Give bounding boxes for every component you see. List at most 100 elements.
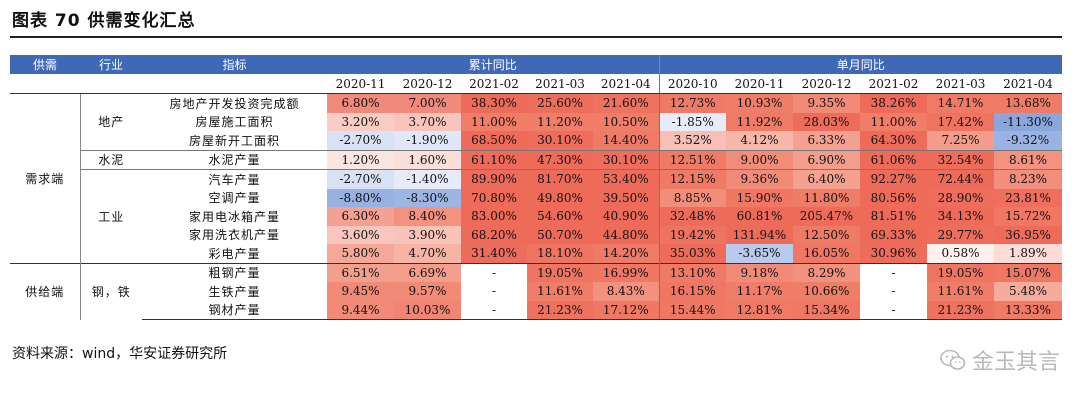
value-cell: 12.81% (726, 300, 793, 320)
header-monthly: 单月同比 (658, 55, 1063, 74)
value-cell: 8.23% (994, 169, 1063, 189)
header-row-dates: 2020-11 2020-12 2021-02 2021-03 2021-04 … (10, 74, 1063, 94)
value-cell: 6.90% (793, 149, 860, 170)
header-industry: 行业 (80, 55, 142, 74)
date-header: 2020-11 (327, 74, 394, 94)
table-row: 钢材产量 9.44% 10.03% -21.23% 17.12% 15.44% 12.81… (10, 300, 1063, 320)
group-steel: 钢，铁 (80, 262, 142, 320)
value-cell: 16.99% (593, 262, 659, 282)
value-cell: -1.90% (394, 131, 461, 150)
value-cell: 13.10% (658, 262, 726, 282)
value-cell: 47.30% (527, 149, 593, 170)
value-cell: 68.50% (461, 131, 527, 150)
value-cell: 14.20% (593, 244, 659, 263)
value-cell: 15.72% (994, 207, 1063, 226)
indicator-label: 家用电冰箱产量 (188, 209, 280, 224)
value-cell: -8.30% (394, 188, 461, 207)
value-cell: 9.18% (726, 262, 793, 282)
indicator-label: 汽车产量 (142, 169, 327, 189)
table-row: 房屋施工面积 3.20% 3.70% 11.00% 11.20% 10.50% -1.85… (10, 112, 1063, 131)
date-header: 2021-02 (860, 74, 927, 94)
value-cell: 6.40% (793, 169, 860, 189)
value-cell: 205.47% (793, 207, 860, 226)
value-cell: 44.80% (593, 225, 659, 244)
date-header: 2021-03 (927, 74, 994, 94)
value-cell: 35.03% (658, 244, 726, 263)
value-cell: 15.07% (994, 262, 1063, 282)
value-cell: 53.40% (593, 169, 659, 189)
group-industry: 工业 (80, 169, 142, 263)
value-cell: 21.60% (593, 93, 659, 113)
value-cell: 0.58% (927, 244, 994, 263)
value-cell: - (860, 282, 927, 301)
value-cell: 19.05% (527, 262, 593, 282)
header-blank (142, 74, 327, 94)
value-cell: 6.69% (394, 262, 461, 282)
value-cell: -1.85% (658, 112, 726, 131)
value-cell: 49.80% (527, 188, 593, 207)
value-cell: 10.50% (593, 112, 659, 131)
value-cell: 6.51% (327, 262, 394, 282)
source-note: 资料来源：wind，华安证券研究所 (12, 346, 228, 362)
group-demand: 需求端 (10, 93, 81, 263)
value-cell: 17.12% (593, 300, 659, 320)
value-cell: 6.30% (327, 207, 394, 226)
value-cell: 80.56% (860, 188, 927, 207)
indicator-label: 生铁产量 (208, 284, 261, 299)
value-cell: 30.10% (527, 131, 593, 150)
date-header: 2021-04 (994, 74, 1063, 94)
indicator-label: 钢材产量 (142, 300, 327, 320)
value-cell: 11.61% (927, 282, 994, 301)
indicator-label: 家用洗衣机产量 (188, 228, 280, 243)
value-cell: 9.44% (327, 300, 394, 320)
value-cell: 7.25% (927, 131, 994, 150)
value-cell: 81.70% (527, 169, 593, 189)
value-cell: 61.10% (461, 149, 527, 170)
header-supply-demand: 供需 (10, 55, 80, 74)
value-cell: 21.23% (527, 300, 593, 320)
value-cell: 69.33% (860, 225, 927, 244)
value-cell: 21.23% (927, 300, 994, 320)
value-cell: 25.60% (527, 93, 593, 113)
header-cumulative: 累计同比 (327, 55, 659, 74)
value-cell: 60.81% (726, 207, 793, 226)
value-cell: 64.30% (860, 131, 927, 150)
date-header: 2020-12 (394, 74, 461, 94)
date-header: 2020-11 (726, 74, 793, 94)
value-cell: 1.60% (394, 149, 461, 170)
value-cell: - (461, 262, 527, 282)
indicator-label: 房屋新开工面积 (188, 133, 280, 148)
value-cell: -9.32% (994, 131, 1063, 150)
header-blank (10, 74, 80, 94)
value-cell: 36.95% (994, 225, 1063, 244)
supply-demand-table: 供需 行业 指标 累计同比 单月同比 2020-11 2020-12 2021-… (10, 55, 1063, 320)
value-cell: 5.80% (327, 244, 394, 263)
value-cell: 30.96% (860, 244, 927, 263)
indicator-label: 彩电产量 (208, 246, 261, 261)
value-cell: - (860, 262, 927, 282)
table-row: 家用洗衣机产量 3.60% 3.90% 68.20% 50.70% 44.80% 19.4… (10, 225, 1063, 244)
value-cell: 7.00% (394, 93, 461, 113)
value-cell: 14.71% (927, 93, 994, 113)
indicator-label: 空调产量 (208, 191, 261, 206)
value-cell: 3.70% (394, 112, 461, 131)
group-real-estate: 地产 (98, 115, 125, 130)
date-header: 2021-02 (461, 74, 527, 94)
value-cell: - (461, 282, 527, 301)
value-cell: 50.70% (527, 225, 593, 244)
value-cell: 8.85% (658, 188, 726, 207)
indicator-label: 房地产开发投资完成额 (169, 96, 300, 111)
table-row: 水泥 水泥产量 1.20% 1.60% 61.10% 47.30% 30.10% 12.5… (10, 149, 1063, 170)
value-cell: 11.80% (793, 188, 860, 207)
value-cell: 39.50% (593, 188, 659, 207)
value-cell: 32.48% (658, 207, 726, 226)
indicator-label: 房屋施工面积 (195, 115, 274, 130)
wechat-icon (940, 349, 966, 370)
value-cell: 11.20% (527, 112, 593, 131)
value-cell: - (461, 300, 527, 320)
watermark-text: 金玉其言 (971, 350, 1060, 375)
value-cell: 17.42% (927, 112, 994, 131)
watermark: 金玉其言 (940, 344, 1060, 376)
value-cell: 31.40% (461, 244, 527, 263)
value-cell: 10.93% (726, 93, 793, 113)
